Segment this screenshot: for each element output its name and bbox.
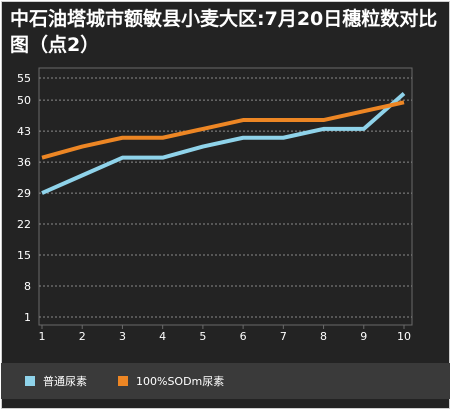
plot-area-border xyxy=(38,67,413,326)
x-tick-label: 7 xyxy=(280,330,287,343)
y-tick-label: 22 xyxy=(17,218,31,231)
y-tick-label: 55 xyxy=(17,72,31,85)
x-tick-label: 4 xyxy=(159,330,166,343)
legend-item-series-2[interactable]: 100%SODm尿素 xyxy=(118,373,224,389)
x-tick-label: 1 xyxy=(39,330,46,343)
y-axis-ticks: 1 8 15 22 29 36 43 50 55 xyxy=(17,72,31,324)
series-line-2[interactable] xyxy=(41,100,405,160)
legend-swatch-series-1 xyxy=(25,376,35,386)
y-tick-label: 36 xyxy=(17,156,31,169)
y-tick-label: 50 xyxy=(17,94,31,107)
y-tick-label: 29 xyxy=(17,187,31,200)
grid-lines xyxy=(38,67,413,326)
x-tick-label: 10 xyxy=(397,330,411,343)
legend-item-series-1[interactable]: 普通尿素 xyxy=(25,373,87,389)
series-lines xyxy=(41,91,406,195)
x-tick-label: 8 xyxy=(320,330,327,343)
x-tick-label: 9 xyxy=(360,330,367,343)
legend: 普通尿素 100%SODm尿素 xyxy=(1,363,450,399)
legend-swatch-series-2 xyxy=(118,376,128,386)
x-tick-label: 3 xyxy=(119,330,126,343)
x-axis-ticks: 1 2 3 4 5 6 7 8 9 10 xyxy=(39,325,411,343)
series-line-1[interactable] xyxy=(41,91,406,195)
chart-title: 中石油塔城市额敏县小麦大区:7月20日穗粒数对比图（点2） xyxy=(10,8,438,56)
x-tick-label: 6 xyxy=(240,330,247,343)
y-tick-label: 1 xyxy=(24,311,31,324)
legend-label-series-2: 100%SODm尿素 xyxy=(136,375,225,388)
y-tick-label: 8 xyxy=(24,280,31,293)
x-tick-label: 2 xyxy=(79,330,86,343)
legend-label-series-1: 普通尿素 xyxy=(43,375,87,388)
y-tick-label: 43 xyxy=(17,125,31,138)
x-tick-label: 5 xyxy=(199,330,206,343)
y-tick-label: 15 xyxy=(17,249,31,262)
